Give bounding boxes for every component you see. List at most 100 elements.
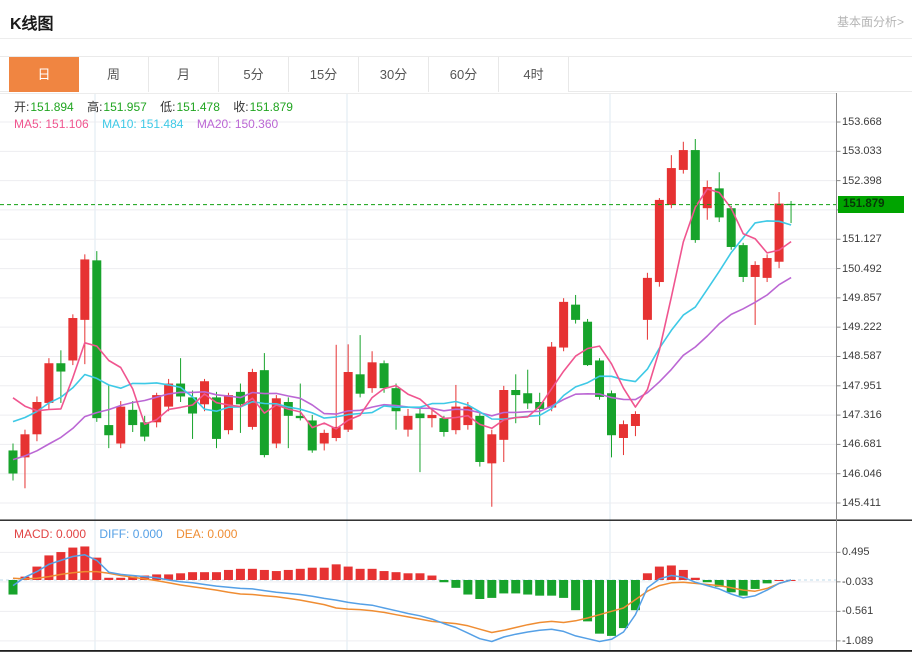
candle-body-up — [774, 203, 784, 262]
macd-hist-bar-down — [439, 580, 449, 583]
macd-hist-bar-up — [283, 569, 293, 580]
macd-hist-bar-down — [714, 580, 724, 587]
y-axis-tick-label: -0.033 — [842, 575, 874, 588]
macd-hist-bar-down — [750, 580, 760, 589]
y-axis-tick-label: 149.857 — [842, 291, 882, 304]
macd-hist-bar-up — [211, 572, 221, 580]
macd-hist-bar-up — [32, 566, 42, 580]
y-axis-tick-label: 146.681 — [842, 438, 882, 451]
candle-body-down — [391, 388, 401, 412]
macd-hist-bar-up — [223, 569, 233, 580]
macd-hist-bar-up — [307, 567, 317, 580]
candle-body-up — [223, 395, 233, 431]
macd-hist-bar-down — [475, 580, 485, 600]
candle-body-down — [714, 188, 724, 218]
macd-hist-bar-up — [642, 573, 652, 580]
low-label: 低: — [160, 100, 176, 114]
candle-body-down — [140, 422, 150, 437]
period-tabs: 日周月 5分 15分 30分 60分 4时 — [9, 57, 569, 92]
y-axis-tick-label: 147.951 — [842, 379, 882, 392]
macd-hist-bar-up — [235, 568, 245, 580]
macd-hist-bar-down — [726, 580, 736, 593]
candle-body-down — [104, 425, 114, 436]
macd-hist-bar-up — [355, 568, 365, 580]
macd-hist-bar-down — [463, 580, 473, 595]
diff-value-legend: DIFF: 0.000 — [99, 527, 163, 541]
macd-hist-bar-down — [595, 580, 605, 634]
candle-body-up — [271, 398, 281, 444]
macd-hist-bar-up — [92, 557, 102, 580]
candle-body-up — [547, 346, 557, 408]
candle-body-up — [750, 264, 760, 277]
candle-body-down — [595, 360, 605, 397]
y-axis-tick-label: 147.316 — [842, 409, 882, 422]
macd-value-legend: MACD: 0.000 — [14, 527, 87, 541]
candle-body-down — [439, 418, 449, 432]
candle-body-up — [32, 401, 42, 435]
macd-hist-bar-up — [44, 555, 54, 580]
candle-body-down — [128, 409, 138, 426]
candle-body-down — [92, 260, 102, 419]
bottom-border — [0, 650, 912, 652]
candle-body-down — [176, 383, 186, 397]
macd-hist-bar-up — [666, 565, 676, 580]
tab-period-7[interactable]: 60分 — [429, 57, 499, 92]
candle-body-down — [738, 245, 748, 277]
tab-period-8[interactable]: 4时 — [499, 57, 569, 92]
candle-body-down — [475, 415, 485, 462]
tab-period-6[interactable]: 30分 — [359, 57, 429, 92]
macd-legend: MACD: 0.000 DIFF: 0.000 DEA: 0.000 — [14, 527, 247, 541]
macd-hist-bar-up — [104, 577, 114, 580]
macd-hist-bar-down — [702, 580, 712, 583]
ma10-line — [12, 220, 792, 423]
macd-hist-bar-up — [678, 569, 688, 580]
macd-hist-bar-up — [68, 547, 78, 580]
candle-body-up — [678, 150, 688, 170]
macd-hist-bar-up — [391, 572, 401, 580]
diff-line — [12, 554, 792, 643]
macd-hist-bar-up — [140, 575, 150, 580]
macd-hist-bar-down — [535, 580, 545, 596]
ma5-legend: MA5: 151.106 — [14, 117, 89, 131]
candle-body-up — [630, 413, 640, 426]
tab-period-3[interactable]: 月 — [149, 57, 219, 92]
period-tabbar: 日周月 5分 15分 30分 60分 4时 — [0, 56, 912, 92]
y-axis-tick-label: 0.495 — [842, 546, 870, 559]
close-value: 151.879 — [249, 100, 293, 114]
tab-period-5[interactable]: 15分 — [289, 57, 359, 92]
candle-body-up — [164, 383, 174, 407]
open-value: 151.894 — [30, 100, 74, 114]
macd-hist-bar-up — [367, 568, 377, 580]
candle-body-up — [68, 318, 78, 361]
candle-body-up — [499, 390, 509, 440]
y-axis-tick-label: 149.222 — [842, 321, 882, 334]
candle-body-down — [355, 374, 365, 394]
low-value: 151.478 — [176, 100, 220, 114]
macd-hist-bar-up — [247, 568, 257, 580]
macd-hist-bar-down — [499, 580, 509, 594]
macd-hist-bar-down — [630, 580, 640, 611]
macd-hist-bar-up — [415, 573, 425, 580]
macd-hist-bar-down — [762, 580, 772, 584]
y-axis-tick-label: 152.398 — [842, 174, 882, 187]
candle-body-up — [20, 434, 30, 458]
macd-hist-bar-up — [116, 577, 126, 580]
tab-period-1[interactable]: 日 — [9, 57, 79, 92]
macd-hist-bar-up — [259, 569, 269, 580]
y-axis-tick-label: 153.668 — [842, 116, 882, 129]
macd-hist-bar-up — [176, 573, 186, 580]
candle-body-up — [618, 424, 628, 438]
dea-value-legend: DEA: 0.000 — [176, 527, 238, 541]
candle-body-down — [379, 363, 389, 389]
candle-body-up — [116, 406, 126, 444]
candle-body-down — [56, 363, 66, 372]
y-axis-tick-label: 146.046 — [842, 467, 882, 480]
tab-period-4[interactable]: 5分 — [219, 57, 289, 92]
tab-period-2[interactable]: 周 — [79, 57, 149, 92]
fundamental-analysis-link[interactable]: 基本面分析> — [836, 15, 904, 29]
ma10-legend: MA10: 151.484 — [102, 117, 184, 131]
candle-body-down — [511, 390, 521, 396]
candle-body-up — [559, 301, 569, 348]
